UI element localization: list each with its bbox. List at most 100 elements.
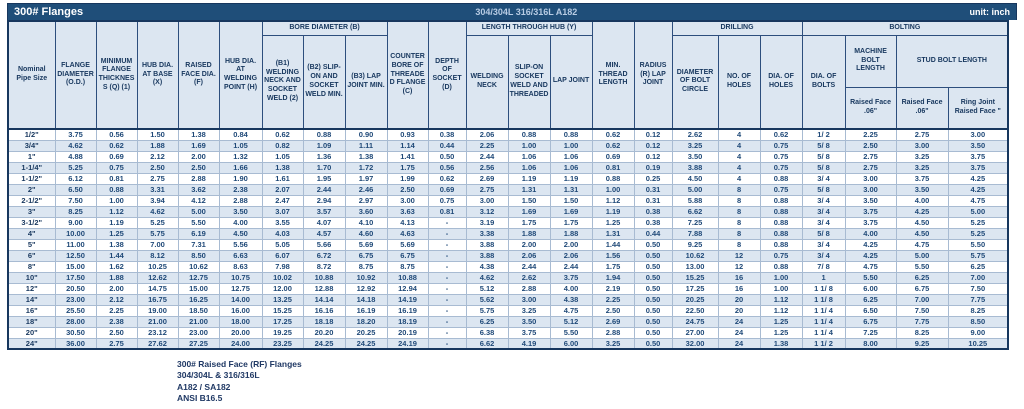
table-cell: 30.50: [54, 326, 97, 339]
table-cell: 4.62: [465, 271, 509, 284]
table-cell: 7.00: [947, 271, 1009, 284]
table-cell: 6.75: [344, 249, 388, 262]
table-cell: 3.50: [844, 194, 897, 207]
table-cell: 0.50: [633, 293, 673, 306]
table-cell: -: [427, 282, 467, 295]
table-cell: 2.69: [465, 172, 509, 185]
table-cell: 10.25: [947, 337, 1009, 350]
table-cell: 24.75: [671, 315, 719, 328]
table-cell: 3.07: [261, 205, 304, 218]
table-cell: 3.25: [591, 337, 635, 350]
table-cell: 6.75: [895, 282, 949, 295]
table-cell: 4.25: [947, 172, 1009, 185]
table-cell: 1.00: [759, 271, 803, 284]
group-header-bolting: BOLTING: [801, 20, 1009, 36]
table-cell: 17.25: [671, 282, 719, 295]
table-cell: 3/ 4: [801, 194, 846, 207]
table-cell: 4.50: [218, 227, 263, 240]
table-cell: 2.06: [507, 249, 551, 262]
table-cell: 2.25: [591, 293, 635, 306]
table-cell: 4.25: [895, 205, 949, 218]
table-cell: 1 1/ 8: [801, 282, 846, 295]
table-cell: 0.75: [95, 161, 138, 174]
table-cell: 0.82: [261, 139, 304, 152]
table-cell: 5.12: [465, 282, 509, 295]
table-cell: 0.50: [633, 337, 673, 350]
table-cell: 0.88: [759, 216, 803, 229]
table-cell: 12.88: [302, 282, 346, 295]
table-cell: 1.75: [591, 260, 635, 273]
table-cell: 12: [717, 260, 761, 273]
table-cell: 24.25: [344, 337, 388, 350]
table-cell: 5.75: [947, 249, 1009, 262]
table-cell: 14.19: [386, 293, 429, 306]
table-cell: 3.50: [671, 150, 719, 163]
table-cell: 4: [717, 161, 761, 174]
table-cell: 5.50: [177, 216, 220, 229]
table-cell: 0.50: [633, 260, 673, 273]
table-cell: 4.19: [507, 337, 551, 350]
table-cell: 2.00: [177, 150, 220, 163]
table-cell: 2.50: [95, 326, 138, 339]
table-cell: 2.38: [95, 315, 138, 328]
table-cell: 4.10: [344, 216, 388, 229]
table-cell: 2.97: [344, 194, 388, 207]
table-cell: 0.81: [95, 172, 138, 185]
table-cell: 0.88: [759, 205, 803, 218]
table-cell: 6.25: [895, 271, 949, 284]
pipe-size-cell: 5": [7, 238, 56, 251]
table-cell: 2.00: [507, 238, 551, 251]
table-cell: 0.38: [633, 205, 673, 218]
table-cell: 15.25: [261, 304, 304, 317]
table-cell: 12.75: [218, 282, 263, 295]
table-cell: 24.25: [302, 337, 346, 350]
table-cell: 14.14: [302, 293, 346, 306]
table-cell: 8.75: [344, 260, 388, 273]
table-cell: 2.62: [507, 271, 551, 284]
table-cell: 20: [717, 293, 761, 306]
table-cell: 0.19: [633, 161, 673, 174]
table-cell: 5.69: [344, 238, 388, 251]
table-cell: 1.44: [95, 249, 138, 262]
table-cell: 7.75: [947, 293, 1009, 306]
table-cell: 0.62: [95, 139, 138, 152]
table-cell: 5.50: [895, 260, 949, 273]
table-row: 2" 6.50 0.88 3.31 3.62 2.38 2.07 2.44 2.46 2.50 0.…: [7, 183, 1009, 196]
pipe-size-cell: 1-1/2": [7, 172, 56, 185]
table-cell: 4.62: [54, 139, 97, 152]
table-cell: 0.12: [633, 139, 673, 152]
table-cell: 4.25: [947, 183, 1009, 196]
pipe-size-cell: 3-1/2": [7, 216, 56, 229]
table-cell: 2.38: [218, 183, 263, 196]
table-cell: 2.50: [177, 161, 220, 174]
flange-spec-sheet: 300# Flanges 304/304L 316/316L A182 unit…: [7, 3, 1017, 405]
table-cell: 0.56: [427, 161, 467, 174]
table-cell: 1.19: [507, 172, 551, 185]
table-cell: 1.69: [507, 205, 551, 218]
table-cell: 4.00: [549, 282, 593, 295]
table-cell: 1.99: [386, 172, 429, 185]
table-cell: 3.25: [895, 150, 949, 163]
table-cell: 6.19: [177, 227, 220, 240]
pipe-size-cell: 2": [7, 183, 56, 196]
table-cell: 2.44: [302, 183, 346, 196]
footnotes: 300# Raised Face (RF) Flanges 304/304L &…: [177, 359, 1017, 405]
pipe-size-cell: 8": [7, 260, 56, 273]
table-cell: 20: [717, 304, 761, 317]
page-title: 300# Flanges: [14, 6, 84, 18]
table-cell: 6.25: [947, 260, 1009, 273]
table-cell: 6.75: [844, 315, 897, 328]
table-cell: 12.00: [261, 282, 304, 295]
table-cell: 7.31: [177, 238, 220, 251]
table-cell: 1.88: [507, 227, 551, 240]
table-cell: 23.00: [177, 326, 220, 339]
table-cell: 0.75: [759, 139, 803, 152]
table-cell: 3.25: [671, 139, 719, 152]
table-cell: 4.50: [895, 216, 949, 229]
table-cell: 10.62: [671, 249, 719, 262]
table-cell: 3.75: [549, 271, 593, 284]
table-cell: 1.69: [549, 205, 593, 218]
pipe-size-cell: 12": [7, 282, 56, 295]
table-cell: 3.25: [507, 304, 551, 317]
table-cell: 8.75: [386, 260, 429, 273]
